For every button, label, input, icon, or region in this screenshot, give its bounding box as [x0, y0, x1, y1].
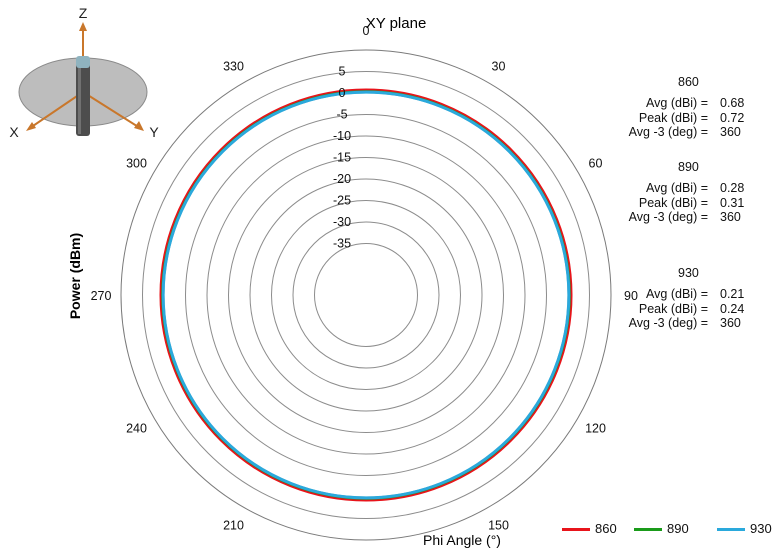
stats-row-label: Avg (dBi) = — [646, 181, 708, 195]
angle-tick-label: 210 — [223, 518, 244, 532]
radial-tick-label: -20 — [333, 172, 351, 186]
series-layer — [159, 88, 573, 502]
stats-row-label: Peak (dBi) = — [638, 301, 708, 316]
legend-label: 860 — [595, 521, 617, 536]
stats-row-value: 0.31 — [720, 195, 745, 210]
stats-row-value: 0.68 — [720, 96, 745, 110]
y-axis-arrow — [82, 91, 141, 129]
radial-tick-label: 0 — [339, 86, 346, 100]
radial-tick-label: -10 — [333, 129, 351, 143]
radial-tick-label: -25 — [333, 194, 351, 208]
stats-row-value: 0.24 — [720, 301, 745, 316]
z-arrowhead — [79, 22, 87, 31]
legend-swatch — [634, 528, 662, 531]
angle-tick-label: 300 — [126, 157, 147, 171]
legend-label: 930 — [750, 521, 772, 536]
angle-tick-label: 60 — [589, 157, 603, 171]
angle-tick-label: 330 — [223, 60, 244, 74]
series-trace-890 — [161, 90, 571, 500]
radial-tick-label: -15 — [333, 151, 351, 165]
radial-tick-label: -5 — [336, 108, 347, 122]
tick-labels: 50-5-10-15-20-25-30-35030609012015018021… — [91, 24, 638, 532]
y-axis-label: Y — [149, 124, 159, 140]
stats-row-value: 0.21 — [720, 287, 745, 301]
antenna-tip — [76, 56, 90, 68]
stats-row-label: Peak (dBi) = — [638, 195, 708, 210]
radial-tick-label: 5 — [339, 65, 346, 79]
stats-row-value: 360 — [720, 125, 741, 139]
stats-row-label: Avg (dBi) = — [646, 96, 708, 110]
legend-label: 890 — [667, 521, 689, 536]
grid-ring — [142, 71, 590, 519]
x-axis-label: X — [9, 124, 19, 140]
stats-row-label: Peak (dBi) = — [638, 110, 708, 125]
angle-tick-label: 150 — [488, 518, 509, 532]
x-axis-title: Phi Angle (°) — [423, 532, 501, 548]
y-arrowhead — [134, 121, 144, 131]
angle-tick-label: 0 — [363, 24, 370, 38]
y-axis-title: Power (dBm) — [67, 233, 83, 319]
stats-row-label: Avg (dBi) = — [646, 287, 708, 301]
grid-ring — [185, 114, 547, 476]
angle-tick-label: 30 — [492, 60, 506, 74]
stats-row-value: 360 — [720, 316, 741, 330]
z-axis-label: Z — [79, 5, 88, 21]
angle-tick-label: 240 — [126, 422, 147, 436]
radial-tick-label: -35 — [333, 237, 351, 251]
stats-row-value: 360 — [720, 210, 741, 224]
stats-band-label: 930 — [678, 266, 699, 280]
stats-row-label: Avg -3 (deg) = — [628, 210, 708, 224]
stats-row-label: Avg -3 (deg) = — [628, 316, 708, 330]
stats-band-label: 890 — [678, 160, 699, 174]
polar-grid — [120, 49, 612, 541]
grid-ring — [271, 200, 461, 390]
angle-tick-label: 270 — [91, 289, 112, 303]
axes-orientation-icon: Z X Y — [9, 5, 159, 140]
stats-band-label: 860 — [678, 75, 699, 89]
radial-tick-label: -30 — [333, 215, 351, 229]
angle-tick-label: 90 — [624, 289, 638, 303]
grid-ring — [314, 243, 418, 347]
grid-ring — [249, 178, 483, 412]
grid-ring — [206, 135, 526, 455]
outer-ring — [120, 49, 612, 541]
stats-row-value: 0.72 — [720, 110, 745, 125]
legend-swatch — [562, 528, 590, 531]
grid-ring — [163, 92, 569, 498]
chart-title: XY plane — [366, 15, 427, 32]
grid-ring — [228, 157, 504, 433]
stats-row-label: Avg -3 (deg) = — [628, 125, 708, 139]
legend-swatch — [717, 528, 745, 531]
series-trace-930 — [161, 90, 571, 500]
series-trace-860 — [159, 88, 573, 502]
x-arrowhead — [26, 122, 36, 131]
grid-ring — [292, 221, 440, 369]
angle-tick-label: 120 — [585, 422, 606, 436]
stats-row-value: 0.28 — [720, 181, 745, 195]
x-axis-arrow — [29, 91, 84, 129]
